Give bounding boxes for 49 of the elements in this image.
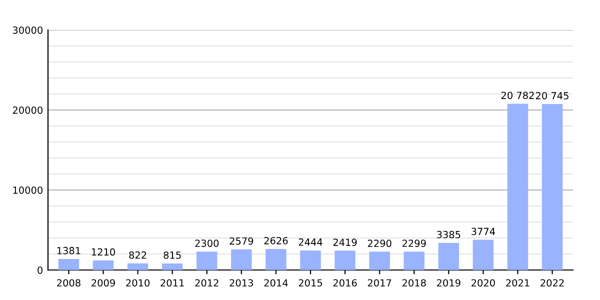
x-tick-label: 2018 (402, 279, 426, 287)
x-tick-label: 2017 (368, 279, 392, 287)
data-label: 2626 (264, 236, 288, 244)
bar (127, 263, 148, 270)
data-label: 3385 (437, 230, 460, 238)
y-tick-label: 0 (38, 266, 42, 274)
x-tick-label: 2019 (437, 279, 460, 287)
bar (196, 252, 218, 270)
bar (507, 104, 528, 270)
bar (92, 260, 114, 270)
x-tick-label: 2015 (298, 279, 322, 287)
x-tick-label: 2022 (540, 279, 564, 287)
data-label: 3774 (472, 228, 496, 236)
x-tick-label: 2013 (230, 279, 254, 287)
bar (369, 252, 390, 270)
data-label: 1210 (92, 248, 115, 256)
x-tick-label: 2020 (472, 279, 495, 287)
bar (266, 248, 286, 270)
x-tick-label: 2011 (160, 279, 184, 287)
data-label: 20 782 (501, 92, 534, 100)
bar (334, 250, 356, 270)
data-label: 2444 (298, 238, 322, 246)
y-tick-label: 30000 (12, 26, 42, 34)
data-label: 1381 (57, 246, 80, 254)
x-tick-label: 2021 (506, 279, 530, 287)
data-label: 2579 (230, 237, 254, 245)
data-label: 2300 (195, 240, 219, 247)
data-label: 2299 (402, 240, 426, 247)
bar (162, 263, 183, 270)
y-tick-label: 20000 (12, 106, 42, 114)
bar (472, 240, 494, 270)
data-label: 2419 (333, 238, 357, 246)
x-tick-label: 2016 (333, 279, 357, 287)
y-tick-label: 10000 (13, 186, 42, 194)
bar (438, 242, 460, 270)
x-tick-label: 2012 (195, 279, 218, 287)
data-label: 20 745 (536, 92, 568, 100)
x-tick-label: 2010 (126, 279, 150, 287)
x-tick-label: 2014 (264, 279, 288, 287)
bar (300, 250, 321, 270)
x-tick-label: 2008 (57, 279, 80, 287)
data-label: 815 (164, 251, 181, 259)
bar (542, 104, 563, 270)
bar (58, 258, 80, 270)
data-label: 2290 (368, 240, 392, 248)
data-label: 822 (129, 251, 146, 259)
bar (231, 249, 252, 270)
x-tick-label: 2009 (92, 279, 115, 287)
bar (404, 252, 424, 270)
